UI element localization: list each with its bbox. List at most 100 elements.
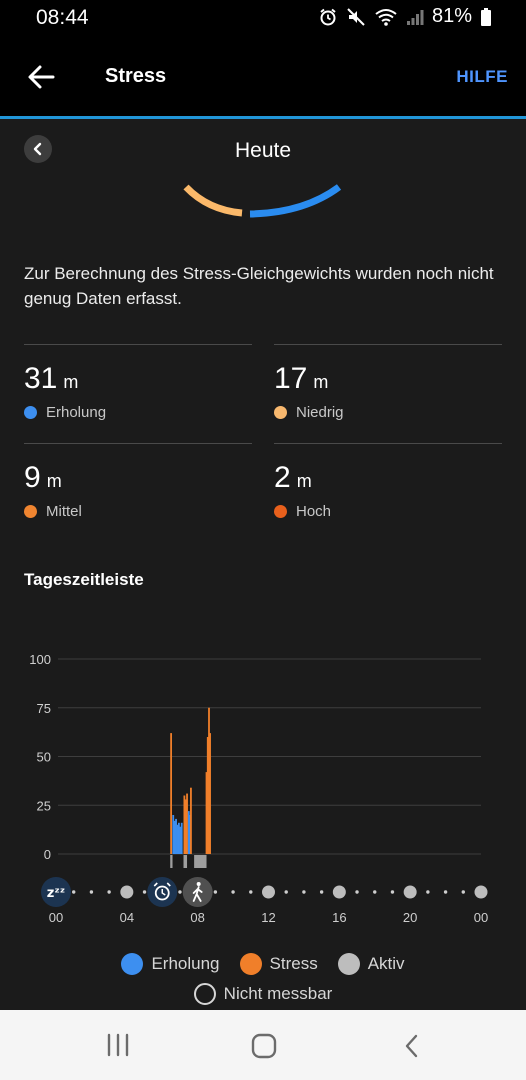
legend-item-stress: Stress <box>239 953 318 975</box>
divider <box>24 443 252 444</box>
stress-gauge <box>178 180 348 229</box>
home-icon <box>251 1033 277 1059</box>
x-tick-label: 00 <box>49 910 63 925</box>
x-tick-label: 04 <box>120 910 134 925</box>
stat-value: 9 <box>24 461 41 494</box>
legend-dot-outline <box>193 983 216 1005</box>
timeline-chart[interactable]: 100 75 50 25 0 00 04 08 12 16 20 00 zᶻᶻ <box>0 640 526 945</box>
previous-day-button[interactable] <box>24 135 52 163</box>
y-tick-label: 25 <box>37 798 51 813</box>
data-bar <box>190 787 192 854</box>
back-button[interactable] <box>24 62 58 92</box>
divider <box>274 443 502 444</box>
arrow-left-icon <box>28 65 55 89</box>
legend-dot <box>239 953 262 975</box>
status-time: 08:44 <box>36 6 89 29</box>
track-dot <box>443 890 448 894</box>
data-bar <box>209 733 211 854</box>
legend-row: Erholung Stress Aktiv <box>0 953 526 975</box>
color-dot <box>274 406 287 419</box>
wifi-icon <box>374 7 398 27</box>
x-tick-label: 08 <box>190 910 204 925</box>
mute-icon <box>346 7 366 27</box>
legend-label: Erholung <box>151 954 220 973</box>
track-dot <box>89 890 94 894</box>
data-bar <box>172 815 175 854</box>
divider <box>274 344 502 345</box>
date-navigation: Heute <box>0 135 526 167</box>
stat-niedrig: 17 m Niedrig <box>274 344 502 421</box>
data-bar <box>187 811 190 854</box>
stat-value: 31 <box>24 362 58 395</box>
help-button[interactable]: HILFE <box>456 67 508 86</box>
data-bar <box>180 822 183 854</box>
signal-icon <box>406 8 424 26</box>
legend-row: Nicht messbar <box>0 983 526 1005</box>
alarm-clock-face <box>154 885 170 901</box>
track-major-dot <box>262 885 275 899</box>
legend-dot <box>337 953 360 975</box>
battery-icon <box>480 7 492 27</box>
activity-segment <box>194 855 207 868</box>
data-bar <box>175 818 177 854</box>
data-bar <box>177 822 180 854</box>
track-dot <box>302 890 306 894</box>
color-dot <box>24 406 37 419</box>
status-bar: 08:44 81% <box>0 0 526 36</box>
legend-item-erholung: Erholung <box>121 953 220 975</box>
track-dot <box>284 890 288 894</box>
activity-segment <box>170 855 173 868</box>
track-dot <box>213 890 218 894</box>
track-dot <box>373 890 377 894</box>
track-major-dot <box>332 885 346 899</box>
data-bar <box>206 737 209 854</box>
back-nav-button[interactable] <box>398 1032 426 1060</box>
legend-label: Stress <box>269 954 318 973</box>
track-major-dot <box>474 885 488 899</box>
legend-label: Nicht messbar <box>223 984 333 1003</box>
x-tick-label: 00 <box>474 910 488 925</box>
alarm-clock-bells <box>153 882 171 887</box>
walker-body <box>192 886 203 902</box>
track-dot <box>142 890 147 894</box>
recent-apps-icon <box>107 1033 129 1057</box>
legend-item-nicht-messbar: Nicht messbar <box>193 983 333 1005</box>
y-tick-label: 50 <box>37 750 51 765</box>
track-dot <box>390 890 395 894</box>
color-dot <box>274 505 287 518</box>
x-tick-label: 20 <box>403 910 417 925</box>
recent-apps-button[interactable] <box>104 1032 132 1058</box>
track-dot <box>107 890 111 894</box>
battery-percent: 81% <box>431 5 472 27</box>
stat-unit: m <box>313 372 329 392</box>
track-dot <box>319 890 324 894</box>
track-dot <box>72 890 76 894</box>
stat-value: 2 <box>274 461 291 494</box>
timeline-title: Tageszeitleiste <box>24 570 144 589</box>
y-tick-label: 75 <box>37 701 51 716</box>
back-icon <box>405 1034 418 1058</box>
track-dot <box>178 890 182 894</box>
track-dot <box>426 890 430 894</box>
track-dot <box>461 890 465 894</box>
track-major-dot <box>120 885 134 899</box>
stat-label: Hoch <box>296 503 332 520</box>
stat-unit: m <box>296 471 312 491</box>
date-label: Heute <box>234 139 292 162</box>
data-bar <box>170 733 173 854</box>
walker-head <box>196 882 201 886</box>
info-message: Zur Berechnung des Stress-Gleichgewichts… <box>24 264 494 308</box>
data-bar <box>186 793 188 854</box>
stat-label: Niedrig <box>296 404 344 421</box>
system-navigation-bar <box>0 1010 526 1080</box>
legend-dot <box>121 953 144 975</box>
status-icons: 81% <box>318 5 492 28</box>
y-tick-label: 0 <box>44 847 51 862</box>
legend-item-aktiv: Aktiv <box>337 953 405 975</box>
gauge-segment-erholung <box>249 184 342 218</box>
home-button[interactable] <box>250 1032 278 1060</box>
chart-legend: Erholung Stress Aktiv Nicht messbar <box>0 953 526 1005</box>
